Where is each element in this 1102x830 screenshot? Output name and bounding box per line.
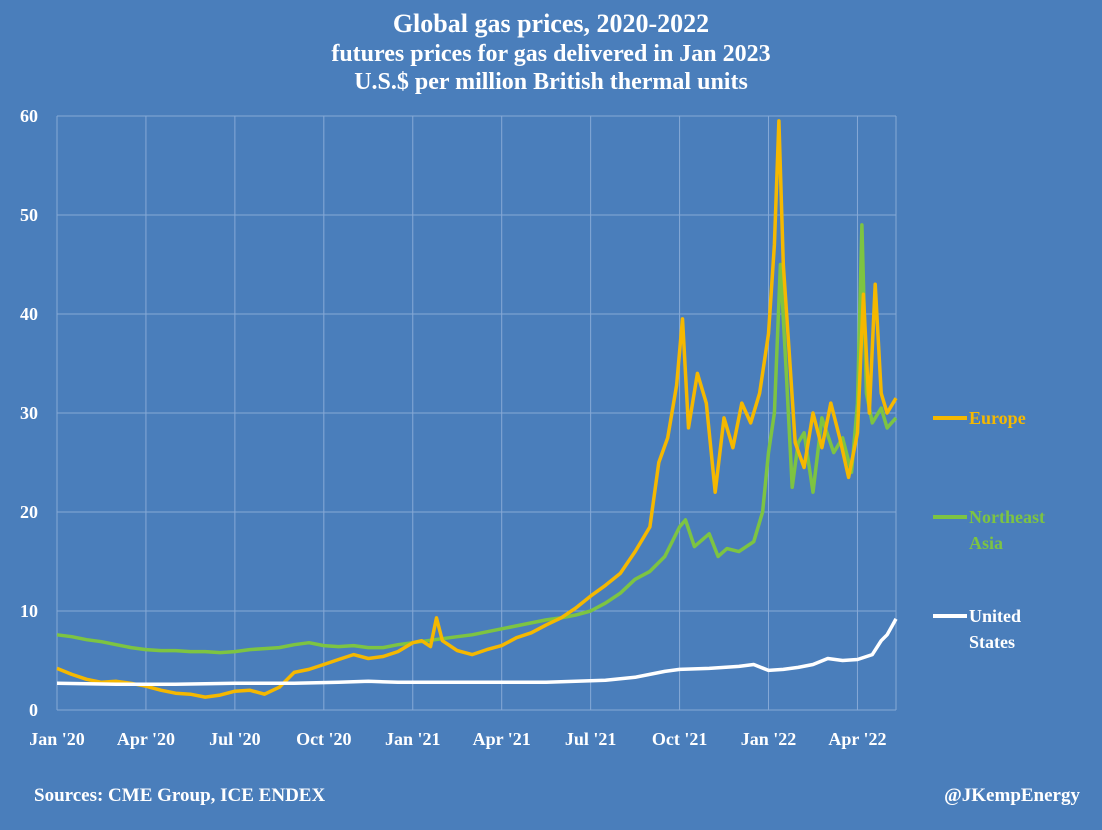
legend-label-united-states: States	[969, 632, 1015, 652]
legend-label-europe: Europe	[969, 408, 1026, 428]
legend: Europe Northeast Asia United States	[933, 408, 1045, 652]
y-tick-label: 20	[20, 502, 38, 522]
y-tick-label: 0	[29, 700, 38, 720]
x-tick-label: Oct '20	[296, 729, 352, 749]
y-tick-label: 10	[20, 601, 38, 621]
y-tick-label: 30	[20, 403, 38, 423]
y-tick-label: 40	[20, 304, 38, 324]
chart-title: Global gas prices, 2020-2022	[392, 9, 710, 38]
x-tick-label: Jan '21	[385, 729, 441, 749]
series-line-europe	[56, 119, 898, 699]
series-line-united-states	[56, 618, 898, 687]
series-line-northeast-asia	[56, 223, 898, 655]
x-tick-label: Apr '20	[117, 729, 175, 749]
gridlines	[56, 115, 897, 711]
y-tick-label: 60	[20, 106, 38, 126]
title-block: Global gas prices, 2020-2022 futures pri…	[0, 8, 1102, 96]
x-tick-label: Jul '20	[209, 729, 261, 749]
x-tick-label: Apr '22	[828, 729, 886, 749]
series-lines	[56, 119, 898, 699]
legend-label-northeast-asia: Northeast	[969, 507, 1045, 527]
chart-subtitle: futures prices for gas delivered in Jan …	[331, 41, 771, 67]
legend-label-northeast-asia: Asia	[969, 533, 1003, 553]
y-tick-label: 50	[20, 205, 38, 225]
x-axis-tick-labels: Jan '20 Apr '20 Jul '20 Oct '20 Jan '21 Apr '…	[29, 729, 886, 749]
x-tick-label: Jul '21	[565, 729, 617, 749]
chart-units: U.S.$ per million British thermal units	[354, 69, 748, 95]
x-tick-label: Oct '21	[652, 729, 708, 749]
author-credit: @JKempEnergy	[944, 785, 1080, 806]
legend-label-united-states: United	[969, 606, 1021, 626]
x-tick-label: Jan '20	[29, 729, 85, 749]
x-tick-label: Jan '22	[741, 729, 797, 749]
y-axis-tick-labels: 0 10 20 30 40 50 60	[20, 106, 38, 720]
sources-note: Sources: CME Group, ICE ENDEX	[34, 785, 326, 806]
x-tick-label: Apr '21	[473, 729, 531, 749]
